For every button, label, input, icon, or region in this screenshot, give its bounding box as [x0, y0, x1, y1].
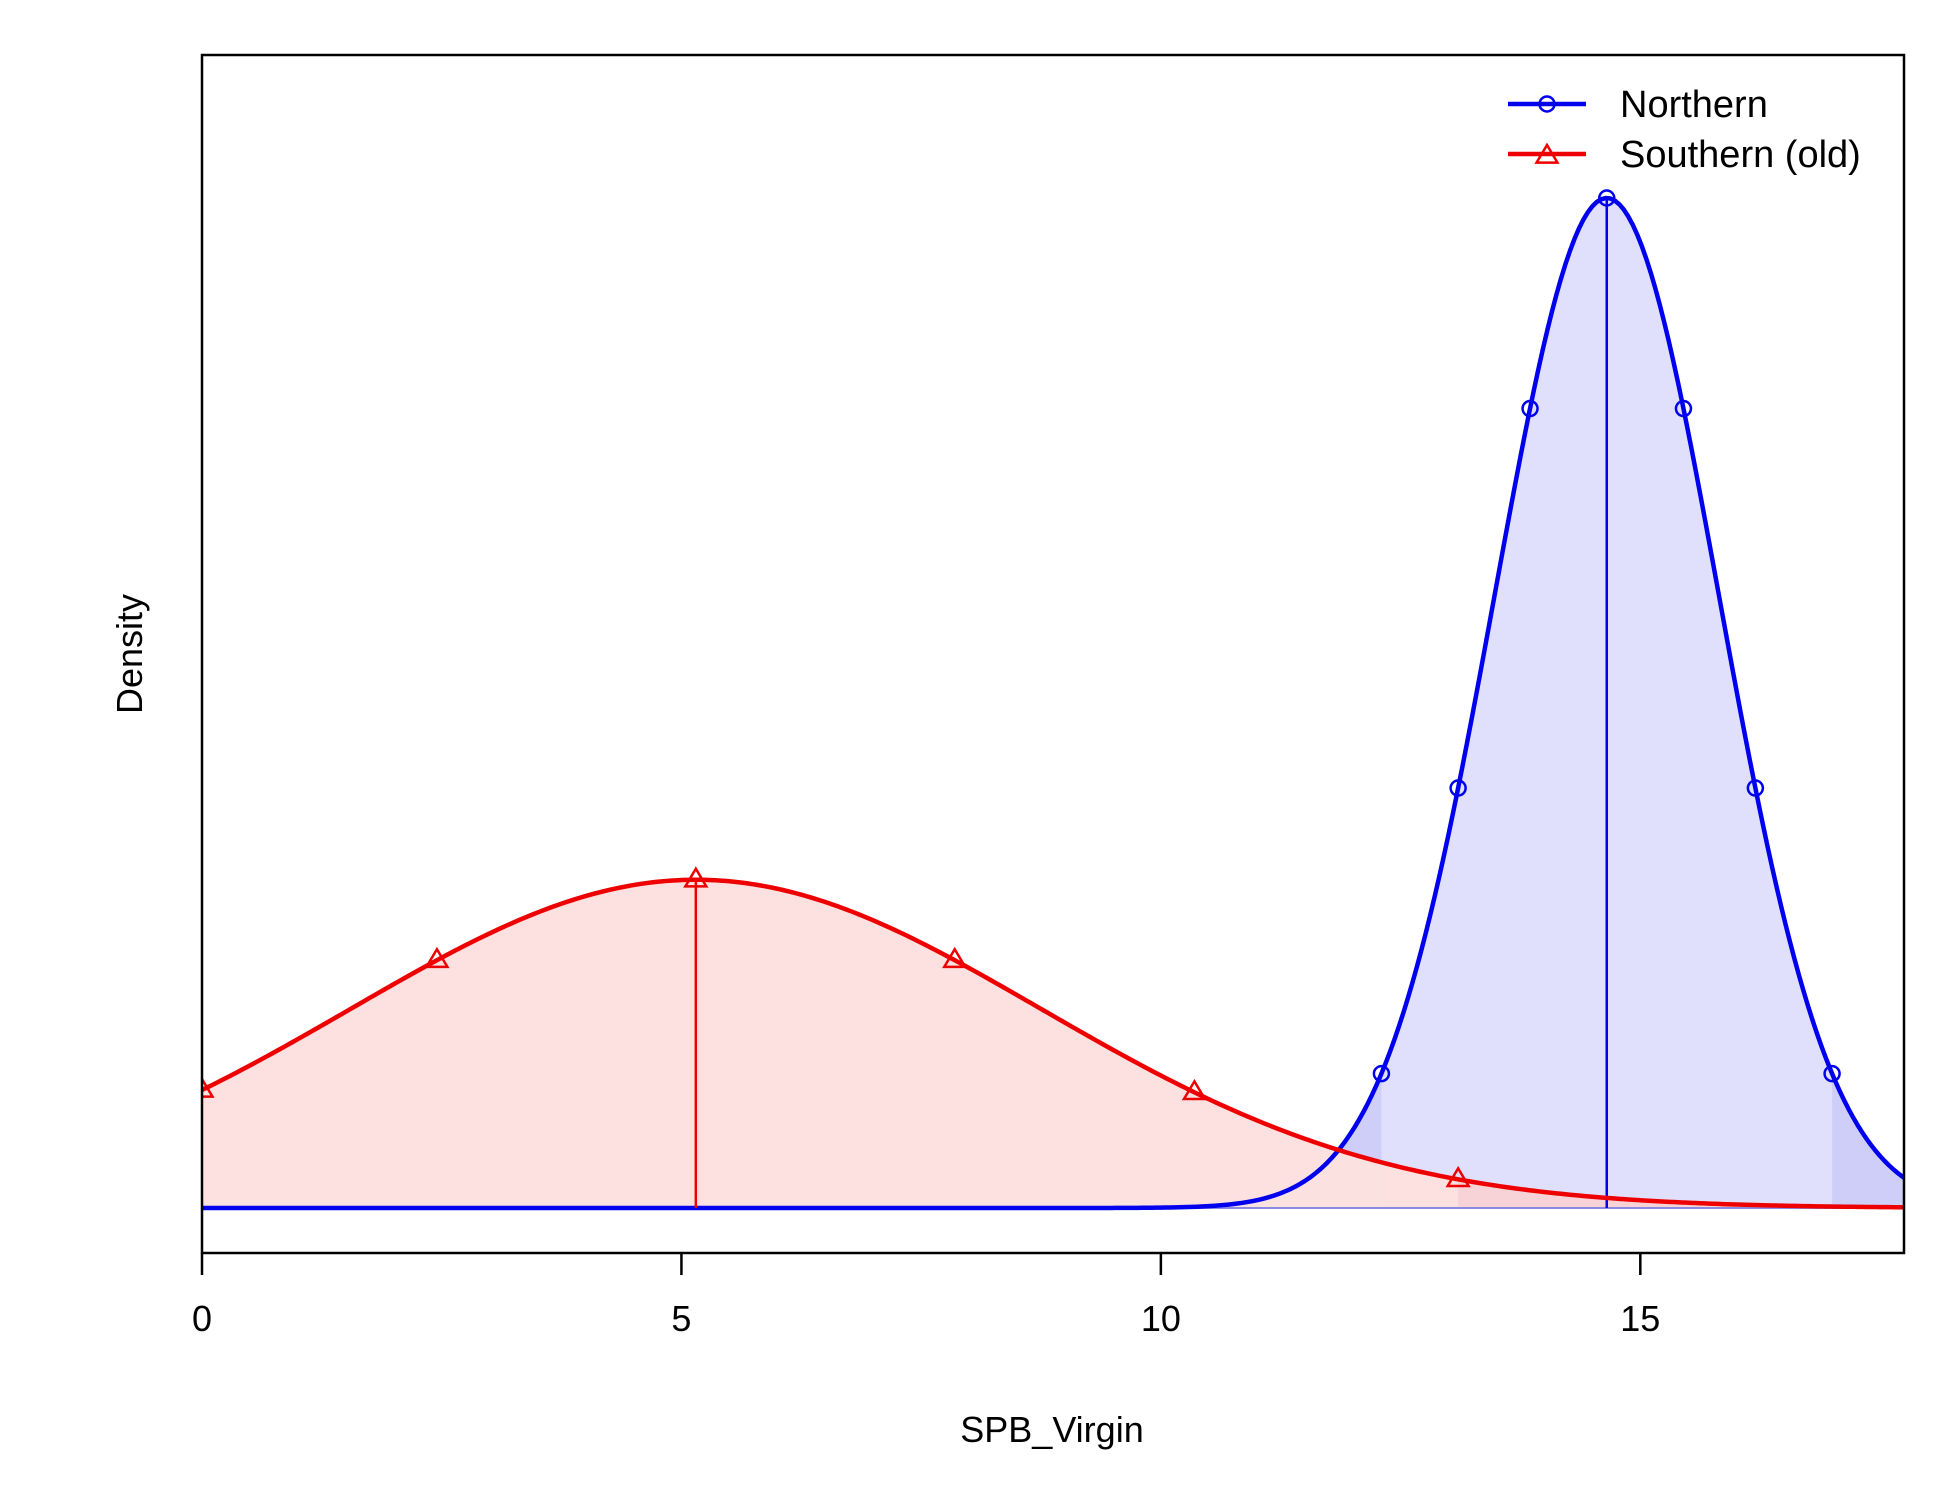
- northern-marker-2: [1521, 399, 1539, 418]
- southern-density-curve: [202, 877, 1904, 1210]
- southern-marker-3: [942, 946, 968, 969]
- x-axis: 0 5 10 15: [192, 1253, 1660, 1339]
- legend-southern-label: Southern (old): [1620, 134, 1861, 176]
- northern-density-curve: [202, 195, 1904, 1211]
- northern-marker-3: [1597, 189, 1616, 207]
- southern-marker-0: [202, 1076, 215, 1098]
- legend-northern-marker: [1538, 95, 1556, 113]
- southern-interval-fill: [202, 879, 1459, 1208]
- northern-marker-6: [1823, 1064, 1841, 1083]
- northern-marker-1: [1449, 779, 1467, 797]
- southern-marker-5: [1445, 1165, 1471, 1188]
- x-tick-label-2: 10: [1141, 1298, 1181, 1339]
- x-tick-label-0: 0: [192, 1298, 212, 1339]
- legend-northern-label: Northern: [1620, 84, 1768, 126]
- x-axis-title: SPB_Virgin: [960, 1409, 1143, 1450]
- southern-marker-2: [683, 866, 709, 888]
- y-axis-title: Density: [109, 594, 150, 714]
- southern-marker-4: [1181, 1078, 1208, 1101]
- legend-southern-marker: [1534, 142, 1560, 164]
- northern-marker-4: [1674, 399, 1693, 418]
- southern-marker-1: [424, 946, 450, 969]
- plot-content: [202, 189, 1904, 1211]
- northern-marker-0: [1372, 1064, 1391, 1083]
- plot-frame: [200, 53, 1906, 1255]
- x-tick-label-1: 5: [671, 1298, 691, 1339]
- x-tick-label-3: 15: [1620, 1298, 1660, 1339]
- northern-marker-5: [1746, 779, 1765, 797]
- legend: Northern Southern (old): [1508, 84, 1861, 176]
